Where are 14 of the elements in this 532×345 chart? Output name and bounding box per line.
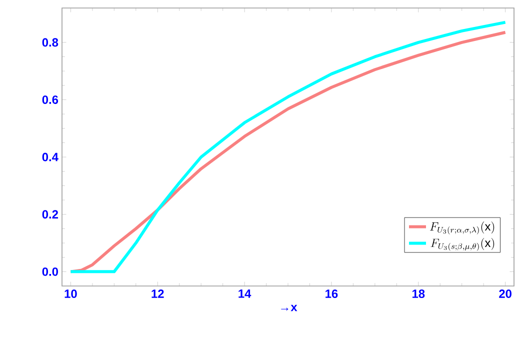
x-axis-title: →x xyxy=(281,304,298,312)
y-tick-label: 0.0 xyxy=(42,267,58,276)
y-tick-label: 0.8 xyxy=(42,38,58,47)
x-tick-label: 14 xyxy=(238,290,252,298)
y-tick-label: 0.6 xyxy=(42,95,58,104)
x-tick-label: 20 xyxy=(499,290,512,298)
y-tick-label: 0.4 xyxy=(42,152,58,162)
x-tick-label: 16 xyxy=(326,290,338,298)
y-tick-label: 0.2 xyxy=(42,210,58,219)
x-tick-label: 12 xyxy=(152,290,164,298)
legend-label: $F_{U_3(s;\beta,\mu,\theta)}(\mathrm{x})$ xyxy=(430,238,494,251)
x-tick-label: 10 xyxy=(64,290,77,298)
x-tick-label: 18 xyxy=(412,290,425,298)
legend-label: $F_{U_3(r;\alpha,\sigma,\lambda)}(\mathrm{x})$ xyxy=(430,222,494,234)
